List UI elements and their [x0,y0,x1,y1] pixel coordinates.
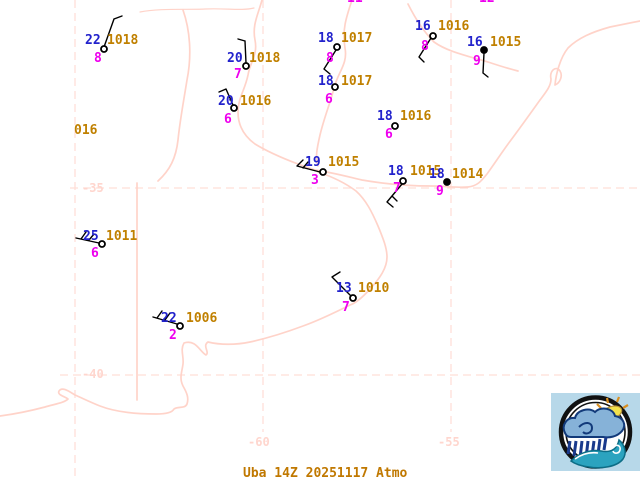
edge-pressure-fragment: 016 [74,123,98,138]
station-4-wind-barb [323,49,337,75]
station-13-temperature: 13 [336,281,352,296]
station-7-circle [480,46,488,54]
rio-de-la-plata-north-shore [314,20,640,189]
edge-dewpoint-fragment-right: 12 [479,0,495,5]
station-13-pressure: 1010 [358,281,390,296]
lat-label-35: -35 [82,181,104,195]
station-14-temperature: 22 [161,311,177,326]
station-13-wind-barb [331,271,352,297]
station-5-circle [331,83,339,91]
cloud-icon [562,407,626,439]
station-4-pressure: 1017 [341,31,373,46]
station-6-wind-barb [418,37,432,63]
station-11-pressure: 1014 [452,167,484,182]
station-14-circle [176,322,184,330]
station-4-dewpoint: 8 [326,51,334,66]
province-border-line [157,9,191,182]
station-2-pressure: 1018 [249,51,281,66]
station-9-circle [319,168,327,176]
station-4-circle [333,43,341,51]
station-11-temperature: 18 [429,167,445,182]
lon-label-60: -60 [248,435,270,449]
station-12-pressure: 1011 [106,229,138,244]
station-6-temperature: 16 [415,19,431,34]
station-8-circle [391,122,399,130]
station-14-wind-barb [152,310,178,325]
station-10-wind-barb [386,183,403,208]
station-3-wind-barb [218,88,234,106]
station-1-wind-barb [103,15,123,48]
station-13-dewpoint: 7 [342,300,350,315]
station-7-wind-barb [482,52,489,78]
station-12-circle [98,240,106,248]
map-caption: Uba 14Z 20251117 Atmo [243,466,408,480]
station-7-temperature: 16 [467,35,483,50]
station-5-pressure: 1017 [341,74,373,89]
station-10-pressure: 1015 [410,164,442,179]
station-9-dewpoint: 3 [311,173,319,188]
northern-border-line [139,7,255,13]
station-6-pressure: 1016 [438,19,470,34]
station-3-pressure: 1016 [240,94,272,109]
station-8-pressure: 1016 [400,109,432,124]
station-5-temperature: 18 [318,74,334,89]
station-10-dewpoint: 7 [393,181,401,196]
station-2-temperature: 20 [227,51,243,66]
station-8-temperature: 18 [377,109,393,124]
station-12-wind-barb [75,231,100,244]
atlantic-coastline [0,171,388,417]
station-9-pressure: 1015 [328,155,360,170]
station-11-dewpoint: 9 [436,184,444,199]
station-6-dewpoint: 8 [421,39,429,54]
station-2-dewpoint: 7 [234,67,242,82]
station-10-temperature: 18 [388,164,404,179]
station-9-temperature: 19 [305,155,321,170]
station-1-pressure: 1018 [107,33,139,48]
station-7-pressure: 1015 [490,35,522,50]
wave-icon [569,438,626,469]
station-12-temperature: 25 [83,229,99,244]
parana-river-line [237,0,316,171]
uruguay-interior-river [407,3,519,72]
station-2-wind-barb [237,38,247,64]
uba-atmo-logo [551,393,640,471]
station-14-pressure: 1006 [186,311,218,326]
station-8-dewpoint: 6 [385,127,393,142]
station-3-temperature: 20 [218,94,234,109]
station-14-dewpoint: 2 [169,328,177,343]
edge-dewpoint-fragment-left: 11 [347,0,363,5]
station-3-circle [230,104,238,112]
station-6-circle [429,32,437,40]
station-4-temperature: 18 [318,31,334,46]
station-1-dewpoint: 8 [94,51,102,66]
lat-label-40: -40 [82,367,104,381]
station-11-circle [443,178,451,186]
station-7-dewpoint: 9 [473,54,481,69]
station-13-circle [349,294,357,302]
station-1-circle [100,45,108,53]
station-9-wind-barb [296,159,321,173]
station-3-dewpoint: 6 [224,112,232,127]
station-1-temperature: 22 [85,33,101,48]
station-5-dewpoint: 6 [325,92,333,107]
lon-label-55: -55 [438,435,460,449]
station-2-circle [242,62,250,70]
station-10-circle [399,177,407,185]
station-12-dewpoint: 6 [91,246,99,261]
